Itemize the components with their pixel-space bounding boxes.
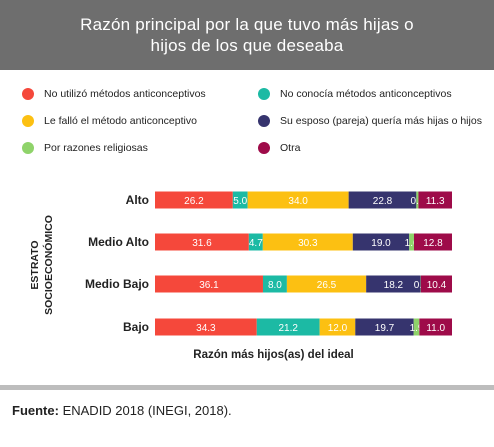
bar-segment — [286, 275, 367, 293]
category-label: Alto — [126, 193, 149, 207]
data-label: 31.6 — [192, 238, 212, 249]
data-label: 12.8 — [423, 238, 443, 249]
legend-item: Le falló el método anticonceptivo — [22, 115, 197, 127]
data-label: 36.1 — [199, 280, 219, 291]
legend-label: No utilizó métodos anticonceptivos — [44, 88, 206, 100]
source-note: Fuente: ENADID 2018 (INEGI, 2018). — [12, 403, 232, 418]
bar-segment — [355, 318, 414, 336]
bar-segment — [366, 275, 421, 293]
legend-label: No conocía métodos anticonceptivos — [280, 88, 452, 100]
legend-item: Otra — [258, 142, 300, 154]
bar-segment — [155, 233, 249, 251]
data-label: 34.0 — [288, 196, 308, 207]
data-label: 19.0 — [371, 238, 391, 249]
bar-segment — [418, 191, 452, 209]
legend-label: Otra — [280, 142, 301, 154]
bar-segment — [416, 191, 419, 209]
bar-segment — [352, 233, 410, 251]
legend-item: No utilizó métodos anticonceptivos — [22, 88, 206, 100]
bar-segment — [256, 318, 320, 336]
data-label: 26.5 — [317, 280, 337, 291]
footer-divider — [0, 385, 494, 390]
bar-segment — [319, 318, 356, 336]
data-label: 18.2 — [384, 280, 404, 291]
bar-segment — [155, 318, 257, 336]
data-label: 10.4 — [427, 280, 447, 291]
legend-swatch — [22, 115, 34, 127]
data-label: 1.9 — [410, 323, 424, 334]
bar-segment — [155, 275, 263, 293]
category-label: Medio Alto — [88, 235, 149, 249]
source-text: ENADID 2018 (INEGI, 2018). — [62, 403, 232, 418]
bar-segment — [409, 233, 414, 251]
legend-swatch — [22, 88, 34, 100]
legend-swatch — [258, 115, 270, 127]
legend-label: Le falló el método anticonceptivo — [44, 115, 197, 127]
bar-segment — [419, 318, 452, 336]
x-axis-title: Razón más hijos(as) del ideal — [193, 349, 353, 361]
chart-legend: No utilizó métodos anticonceptivos No con… — [22, 88, 482, 168]
legend-item: Su esposo (pareja) quería más hijas o hi… — [258, 115, 482, 127]
data-label: 4.7 — [249, 238, 263, 249]
chart-header: Razón principal por la que tuvo más hija… — [0, 0, 494, 70]
bar-segment — [247, 191, 349, 209]
legend-label: Su esposo (pareja) quería más hijas o hi… — [280, 115, 482, 127]
data-label: 11.0 — [426, 323, 445, 334]
data-label: 12.0 — [328, 323, 348, 334]
bar-segment — [232, 191, 248, 209]
category-label: Bajo — [123, 320, 149, 334]
data-label: 21.2 — [278, 323, 298, 334]
y-axis-title: ESTRATO — [29, 240, 41, 289]
bar-segment — [348, 191, 417, 209]
data-label: 26.2 — [184, 196, 204, 207]
data-label: 22.8 — [373, 196, 393, 207]
data-label: 11.3 — [426, 196, 445, 207]
bar-segment — [413, 233, 452, 251]
source-label: Fuente: — [12, 403, 59, 418]
data-label: 5.0 — [233, 196, 247, 207]
legend-swatch — [258, 88, 270, 100]
chart-plot: Alto 26.2 5.0 34.0 22.8 0.7 11.3 Medio Alto 31.6… — [29, 191, 452, 361]
data-label: 30.3 — [298, 238, 318, 249]
chart-title: Razón principal por la que tuvo más hija… — [80, 15, 414, 55]
legend-item: No conocía métodos anticonceptivos — [258, 88, 452, 100]
bar-segment — [420, 275, 452, 293]
data-label: 19.7 — [375, 323, 395, 334]
legend-label: Por razones religiosas — [44, 142, 148, 154]
data-label: 1.6 — [405, 238, 419, 249]
data-label: 34.3 — [196, 323, 216, 334]
bar-segment — [248, 233, 263, 251]
data-label: 8.0 — [268, 280, 282, 291]
legend-swatch — [258, 142, 270, 154]
data-label: 0.7 — [410, 196, 424, 207]
y-axis-title-line2: SOCIOECONÓMICO — [42, 215, 55, 315]
bar-segment — [262, 233, 353, 251]
bar-segment — [262, 275, 287, 293]
bar-segment — [413, 318, 420, 336]
legend-item: Por razones religiosas — [22, 142, 148, 154]
category-label: Medio Bajo — [85, 277, 149, 291]
bar-segment — [155, 191, 233, 209]
legend-swatch — [22, 142, 34, 154]
